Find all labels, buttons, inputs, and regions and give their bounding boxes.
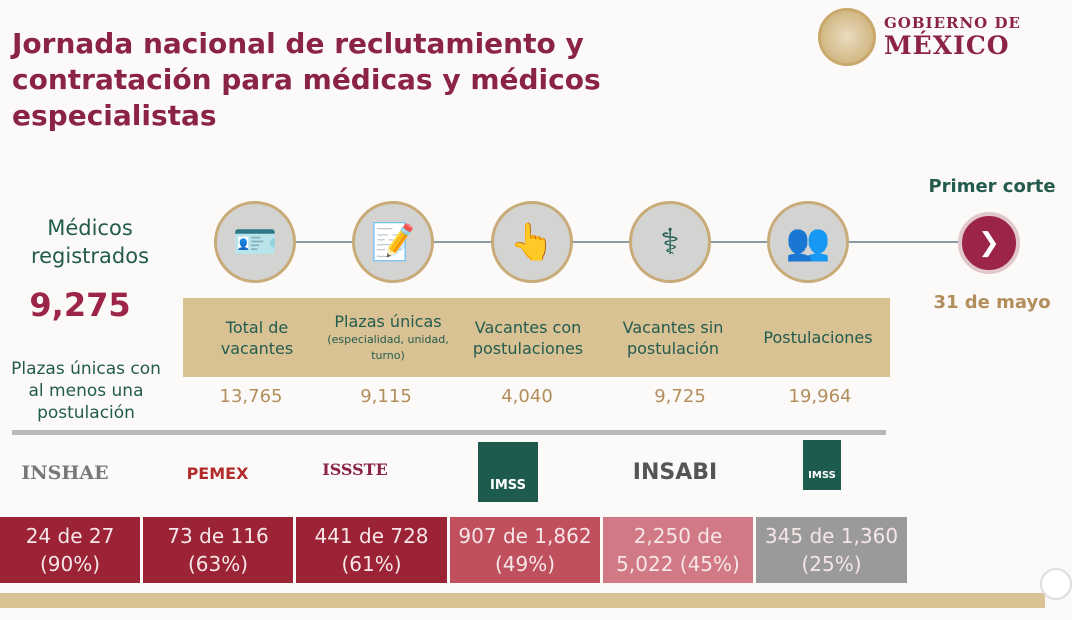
inshae-logo: INSHAE — [21, 462, 109, 484]
col-value: 9,115 — [360, 386, 412, 407]
insabi-logo: INSABI — [632, 460, 718, 485]
col-header: Plazas únicas (especialidad, unidad, turn… — [327, 312, 449, 362]
footer-bar — [0, 593, 1045, 608]
medicos-value: 9,275 — [29, 286, 131, 324]
brand-line2: MÉXICO — [884, 31, 1010, 60]
seal-icon — [818, 8, 876, 66]
page-title: Jornada nacional de reclutamiento y cont… — [12, 27, 601, 132]
institution-stat: 345 de 1,360 (25%) — [756, 517, 907, 583]
columns-header: Total de vacantes Plazas únicas (especial… — [183, 298, 890, 377]
cut-date: 31 de mayo — [933, 292, 1051, 313]
doctor-icon: ⚕ — [629, 201, 711, 283]
imss-bienestar-logo: IMSS — [803, 440, 841, 490]
plazas-label: Plazas únicas con al menos una postulaci… — [11, 359, 161, 423]
institution-stat: 441 de 728 (61%) — [296, 517, 447, 583]
col-value: 9,725 — [654, 386, 706, 407]
user-click-icon: 👆 — [491, 201, 573, 283]
gobierno-logo: GOBIERNO DE MÉXICO — [818, 8, 1021, 66]
seal-icon — [1040, 568, 1072, 600]
pemex-logo: PEMEX — [186, 464, 249, 483]
divider — [12, 430, 886, 435]
people-network-icon: 👥 — [767, 201, 849, 283]
col-header: Vacantes sin postulación — [622, 317, 724, 358]
institution-stat: 73 de 116 (63%) — [143, 517, 293, 583]
col-value: 19,964 — [788, 386, 852, 407]
medicos-label: Médicos registrados — [30, 216, 150, 268]
timeline-line — [255, 241, 965, 243]
brand-line1: GOBIERNO DE — [884, 14, 1021, 32]
checklist-pencil-icon: 📝 — [352, 201, 434, 283]
col-header: Total de vacantes — [220, 317, 294, 358]
institution-stat: 2,250 de 5,022 (45%) — [603, 517, 753, 583]
institution-stat: 24 de 27 (90%) — [0, 517, 140, 583]
col-header: Vacantes con postulaciones — [472, 317, 584, 358]
issste-logo: ISSSTE — [322, 460, 388, 479]
arrow-right-icon: ❯ — [958, 212, 1020, 274]
id-badge-icon: 🪪 — [214, 201, 296, 283]
col-value: 4,040 — [501, 386, 553, 407]
col-header: Postulaciones — [763, 328, 873, 347]
cut-label: Primer corte — [928, 176, 1056, 197]
institution-stat: 907 de 1,862 (49%) — [450, 517, 600, 583]
col-value: 13,765 — [219, 386, 283, 407]
imss-logo: IMSS — [478, 442, 538, 502]
